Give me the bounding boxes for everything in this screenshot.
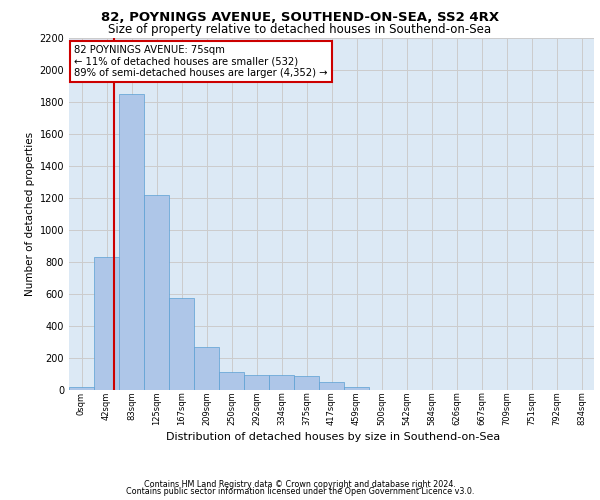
Bar <box>244 375 269 390</box>
Bar <box>219 372 244 390</box>
Text: Contains HM Land Registry data © Crown copyright and database right 2024.: Contains HM Land Registry data © Crown c… <box>144 480 456 489</box>
Y-axis label: Number of detached properties: Number of detached properties <box>25 132 35 296</box>
Bar <box>119 94 144 390</box>
Bar <box>69 387 94 390</box>
Bar <box>194 346 219 390</box>
Bar <box>94 257 119 390</box>
Text: Size of property relative to detached houses in Southend-on-Sea: Size of property relative to detached ho… <box>109 22 491 36</box>
Bar <box>344 387 369 390</box>
Bar <box>319 382 344 390</box>
Text: 82, POYNINGS AVENUE, SOUTHEND-ON-SEA, SS2 4RX: 82, POYNINGS AVENUE, SOUTHEND-ON-SEA, SS… <box>101 11 499 24</box>
Bar <box>169 298 194 390</box>
Text: Contains public sector information licensed under the Open Government Licence v3: Contains public sector information licen… <box>126 487 474 496</box>
Bar <box>144 194 169 390</box>
Bar <box>294 376 319 390</box>
Text: 82 POYNINGS AVENUE: 75sqm
← 11% of detached houses are smaller (532)
89% of semi: 82 POYNINGS AVENUE: 75sqm ← 11% of detac… <box>74 44 328 78</box>
Bar <box>269 375 294 390</box>
Text: Distribution of detached houses by size in Southend-on-Sea: Distribution of detached houses by size … <box>166 432 500 442</box>
